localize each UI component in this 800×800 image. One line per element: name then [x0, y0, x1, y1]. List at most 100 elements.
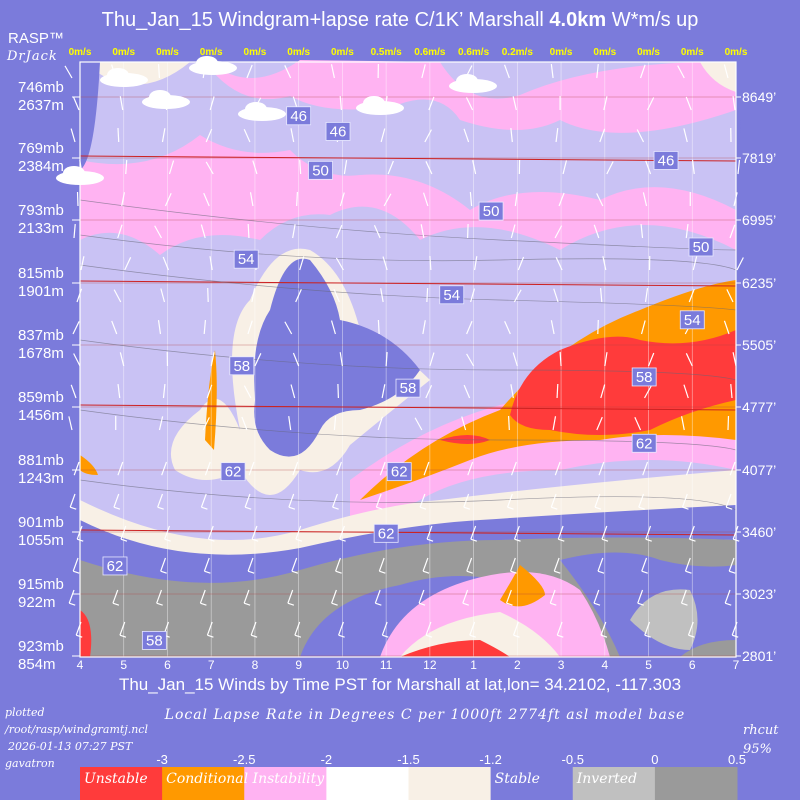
stable-lower-band	[80, 505, 736, 585]
contour-label-text: 50	[483, 203, 500, 220]
wind-barb	[731, 621, 738, 636]
contour-label-text: 58	[146, 632, 163, 649]
left-axis-mb: 769mb	[18, 140, 64, 157]
wind-barb	[117, 127, 120, 143]
inverted-bottom-right	[630, 589, 698, 650]
wind-barb	[414, 417, 423, 431]
w-star-label: 0.5m/s	[371, 47, 403, 58]
left-axis-m: 2133m	[18, 220, 64, 237]
right-axis-labels: 8649’ 7819’ 6995’ 6235’ 5505’ 4777’ 4077’ 3460’…	[736, 89, 776, 664]
wind-barb-flag	[291, 570, 299, 574]
wind-barb-flag	[379, 570, 386, 574]
contour-label: 50	[308, 160, 333, 180]
wind-barb	[75, 621, 82, 636]
wind-barb	[154, 225, 162, 239]
isotherm-line	[79, 479, 737, 511]
wind-barb	[204, 461, 211, 476]
contour-label-box	[373, 523, 399, 543]
wind-barb	[387, 160, 394, 175]
w-star-label: 0m/s	[69, 47, 92, 58]
wind-barb	[732, 96, 736, 111]
wind-barb-flag	[425, 634, 433, 638]
left-axis-m: 2637m	[18, 97, 64, 114]
wind-barb-flag	[638, 506, 645, 510]
wind-barb	[598, 461, 605, 476]
w-star-label: 0.6m/s	[414, 47, 446, 58]
wind-barb	[425, 621, 432, 636]
wind-barb	[288, 493, 295, 508]
wind-barb	[688, 525, 695, 540]
wind-barb	[158, 416, 164, 431]
right-axis-label: 8649’	[742, 89, 776, 105]
wind-barb-flag	[688, 634, 695, 638]
wind-barb	[339, 525, 345, 540]
plot-frame	[79, 61, 737, 658]
wind-barb-flag	[288, 506, 296, 510]
wind-barb	[599, 128, 606, 143]
wind-barb	[295, 525, 302, 540]
w-star-label: 0m/s	[637, 47, 660, 58]
wind-barb	[461, 416, 467, 431]
wind-barb-flag	[294, 634, 302, 638]
wind-barb	[243, 128, 251, 143]
wind-barb	[593, 224, 600, 239]
wind-barb-flag	[551, 506, 558, 510]
x-axis-title: Thu_Jan_15 Winds by Time PST for Marshal…	[118, 675, 682, 694]
wind-barb	[72, 321, 80, 335]
wind-barb	[506, 493, 513, 508]
wind-barb-flag	[76, 634, 83, 638]
wind-barb	[513, 289, 522, 303]
wind-barb	[335, 224, 343, 239]
wind-barb-flag	[200, 602, 207, 606]
wind-barb	[296, 191, 298, 207]
wind-barb	[209, 96, 215, 111]
wind-barb	[380, 288, 384, 303]
wind-barb	[466, 320, 473, 335]
left-axis-m: 1901m	[18, 283, 64, 300]
wind-barb	[72, 96, 80, 111]
contour-label: 54	[679, 310, 705, 330]
wind-barb	[251, 525, 258, 540]
wind-barb	[243, 385, 252, 399]
wind-barb	[470, 525, 477, 540]
wind-barb	[422, 320, 426, 335]
wind-barb	[729, 461, 736, 476]
wind-barb	[381, 384, 386, 399]
wind-barb	[554, 225, 563, 239]
w-star-label: 0m/s	[156, 47, 179, 58]
legend-swatch	[326, 767, 409, 800]
wind-barb	[375, 493, 382, 508]
cloud-icons	[56, 56, 497, 185]
left-axis-m: 1456m	[18, 407, 64, 424]
wind-barb	[469, 621, 476, 636]
wind-barb-flag	[287, 602, 295, 606]
right-axis-label: 3460’	[742, 524, 776, 540]
wind-barb	[728, 557, 735, 572]
contour-label-box	[439, 285, 465, 305]
wind-barb	[157, 320, 162, 335]
wind-barb	[640, 320, 646, 335]
wind-barb	[160, 288, 166, 303]
wind-barb	[600, 621, 607, 636]
brand-sub-label: DrJack	[7, 49, 58, 64]
wind-barb	[244, 493, 251, 508]
wind-barb-flag	[204, 570, 211, 574]
wind-barb-flag	[681, 602, 688, 606]
legend-swatch	[490, 767, 574, 800]
legend-bar: Unstable Conditional Instability Stable Inv…	[80, 752, 746, 800]
red-bottom-left	[80, 610, 92, 657]
wind-barb	[645, 160, 652, 175]
wind-barb	[691, 160, 695, 175]
legend-swatch	[408, 767, 492, 800]
wind-barb	[248, 461, 255, 476]
legend-tick-label: -2.5	[233, 752, 255, 767]
wind-barb-flag	[557, 634, 564, 638]
contour-label: 58	[631, 367, 657, 387]
wind-barb	[291, 557, 298, 572]
wind-barb-flag	[470, 538, 478, 542]
legend-tick-label: -0.5	[562, 752, 584, 767]
wind-barb	[422, 192, 429, 207]
wind-barb	[692, 256, 698, 271]
x-tick-label: 1	[470, 658, 477, 672]
cream-top-left	[80, 62, 190, 85]
